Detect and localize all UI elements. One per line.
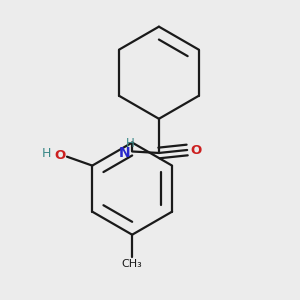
Text: N: N: [119, 146, 131, 160]
Text: O: O: [191, 143, 202, 157]
Text: H: H: [126, 137, 135, 150]
Text: H: H: [41, 147, 51, 160]
Text: CH₃: CH₃: [122, 260, 142, 269]
Text: O: O: [54, 149, 65, 162]
